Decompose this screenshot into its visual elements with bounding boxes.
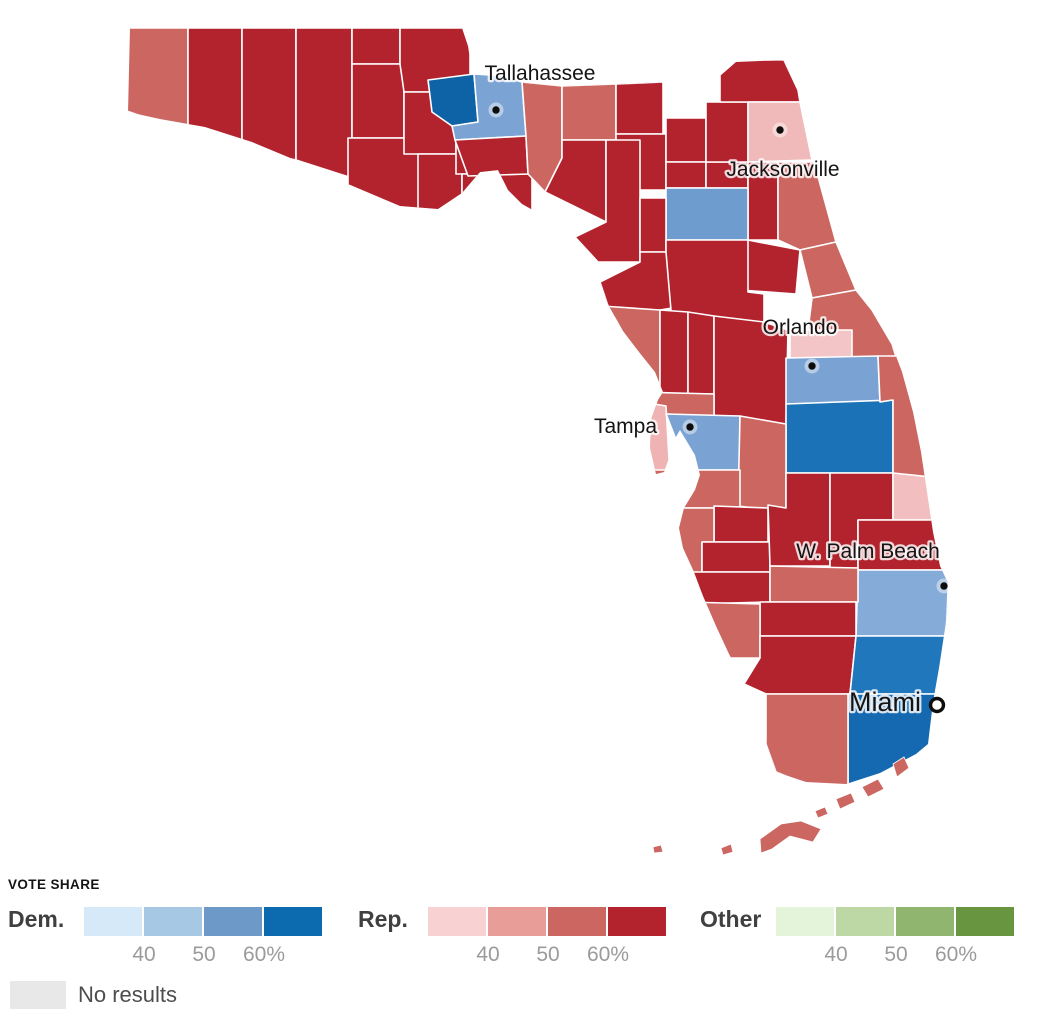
county-sumter[interactable] — [687, 311, 715, 395]
county-stlucie-martin[interactable] — [857, 519, 949, 571]
county-orange[interactable] — [785, 355, 881, 405]
county-hamilton[interactable] — [615, 81, 664, 135]
legend-swatch-other-2 — [836, 907, 894, 936]
city-ring-marker — [928, 696, 946, 714]
county-walton[interactable] — [295, 28, 353, 179]
county-escambia[interactable] — [118, 28, 189, 133]
florida-map: Tallahassee Jacksonville Orlando Tampa W. Pa… — [118, 28, 949, 856]
county-broward[interactable] — [849, 635, 947, 695]
legend-swatches-other — [776, 907, 1014, 936]
county-monroe[interactable] — [765, 693, 849, 786]
legend-swatches-rep — [428, 907, 666, 936]
island-keys-3[interactable] — [835, 792, 856, 810]
island-keys-5[interactable] — [759, 820, 822, 854]
tick-label: 50 — [884, 943, 908, 966]
city-label: Tallahassee — [485, 62, 596, 85]
legend-swatch-rep-3 — [548, 907, 606, 936]
island-keys-6[interactable] — [720, 843, 734, 856]
legend-swatch-other-3 — [896, 907, 954, 936]
legend-label-rep: Rep. — [358, 906, 408, 932]
county-charlotte[interactable] — [677, 571, 771, 605]
city-dot-marker — [492, 106, 500, 114]
county-manatee[interactable] — [647, 469, 741, 509]
tick-label: 40 — [476, 943, 500, 966]
legend-ticks-rep: 40 50 60% — [428, 943, 666, 969]
city-label: W. Palm Beach — [796, 540, 940, 563]
island-keys-2[interactable] — [861, 778, 885, 798]
island-keys-1[interactable] — [892, 756, 910, 778]
tick-label: 60% — [934, 943, 978, 966]
county-hernando[interactable] — [659, 309, 689, 395]
county-palm-beach[interactable] — [855, 569, 949, 637]
county-hillsborough[interactable] — [665, 413, 741, 471]
legend-swatch-rep-1 — [428, 907, 486, 936]
tick-label: 50 — [192, 943, 216, 966]
county-gilchrist[interactable] — [639, 197, 667, 253]
legend-swatch-dem-2 — [144, 907, 202, 936]
county-nassau[interactable] — [719, 59, 801, 103]
county-citrus[interactable] — [601, 305, 661, 393]
tick-label: 60% — [242, 943, 286, 966]
county-indian-river[interactable] — [892, 472, 942, 521]
no-results-label: No results — [78, 982, 178, 1007]
county-madison[interactable] — [561, 83, 617, 141]
tick-label: 50 — [536, 943, 560, 966]
city-dot-marker — [776, 126, 784, 134]
county-taylor[interactable] — [544, 139, 607, 223]
county-collier[interactable] — [743, 635, 857, 695]
legend-swatch-other-1 — [776, 907, 834, 936]
tick-label: 40 — [132, 943, 156, 966]
legend-swatch-other-4 — [956, 907, 1014, 936]
city-label: Jacksonville — [726, 158, 839, 181]
legend-ticks-dem: 40 50 60% — [84, 943, 322, 969]
county-santa-rosa[interactable] — [187, 28, 243, 149]
county-columbia[interactable] — [665, 117, 707, 163]
city-label: Tampa — [594, 415, 657, 438]
county-holmes[interactable] — [351, 28, 401, 65]
city-label: Orlando — [763, 316, 838, 339]
legend-label-dem: Dem. — [8, 906, 65, 932]
county-glades[interactable] — [769, 565, 859, 603]
legend-swatches-dem — [84, 907, 322, 936]
no-results-swatch — [10, 981, 66, 1009]
county-union[interactable] — [665, 161, 707, 189]
county-washington[interactable] — [351, 63, 405, 139]
county-putnam[interactable] — [739, 239, 801, 295]
legend-swatch-rep-2 — [488, 907, 546, 936]
tick-label: 40 — [824, 943, 848, 966]
city-dot-marker — [686, 423, 694, 431]
legend-label-other: Other — [700, 906, 762, 932]
county-lee[interactable] — [687, 601, 761, 659]
county-wakulla[interactable] — [454, 135, 529, 177]
legend-swatch-rep-4 — [608, 907, 666, 936]
county-hendry[interactable] — [759, 601, 857, 637]
county-polk[interactable] — [737, 415, 787, 513]
county-flagler[interactable] — [799, 241, 857, 299]
county-marion[interactable] — [665, 239, 765, 323]
county-alachua[interactable] — [665, 187, 749, 241]
legend-title: VOTE SHARE — [8, 877, 100, 892]
legend-ticks-other: 40 50 60% — [776, 943, 1014, 969]
county-baker[interactable] — [705, 101, 749, 163]
county-hardee[interactable] — [713, 505, 769, 543]
county-franklin[interactable] — [461, 173, 533, 233]
legend-swatch-dem-3 — [204, 907, 262, 936]
city-label: Miami — [849, 687, 921, 717]
city-dot-marker — [808, 362, 816, 370]
county-osceola[interactable] — [785, 399, 894, 474]
county-dixie[interactable] — [574, 139, 641, 263]
legend-swatch-dem-4 — [264, 907, 322, 936]
tick-label: 60% — [586, 943, 630, 966]
island-keys-7[interactable] — [652, 844, 664, 854]
city-dot-marker — [940, 582, 948, 590]
legend-swatch-dem-1 — [84, 907, 142, 936]
county-desoto[interactable] — [701, 541, 771, 573]
legend-no-results: No results — [10, 981, 177, 1009]
island-keys-4[interactable] — [814, 806, 829, 819]
county-okaloosa[interactable] — [241, 28, 297, 161]
